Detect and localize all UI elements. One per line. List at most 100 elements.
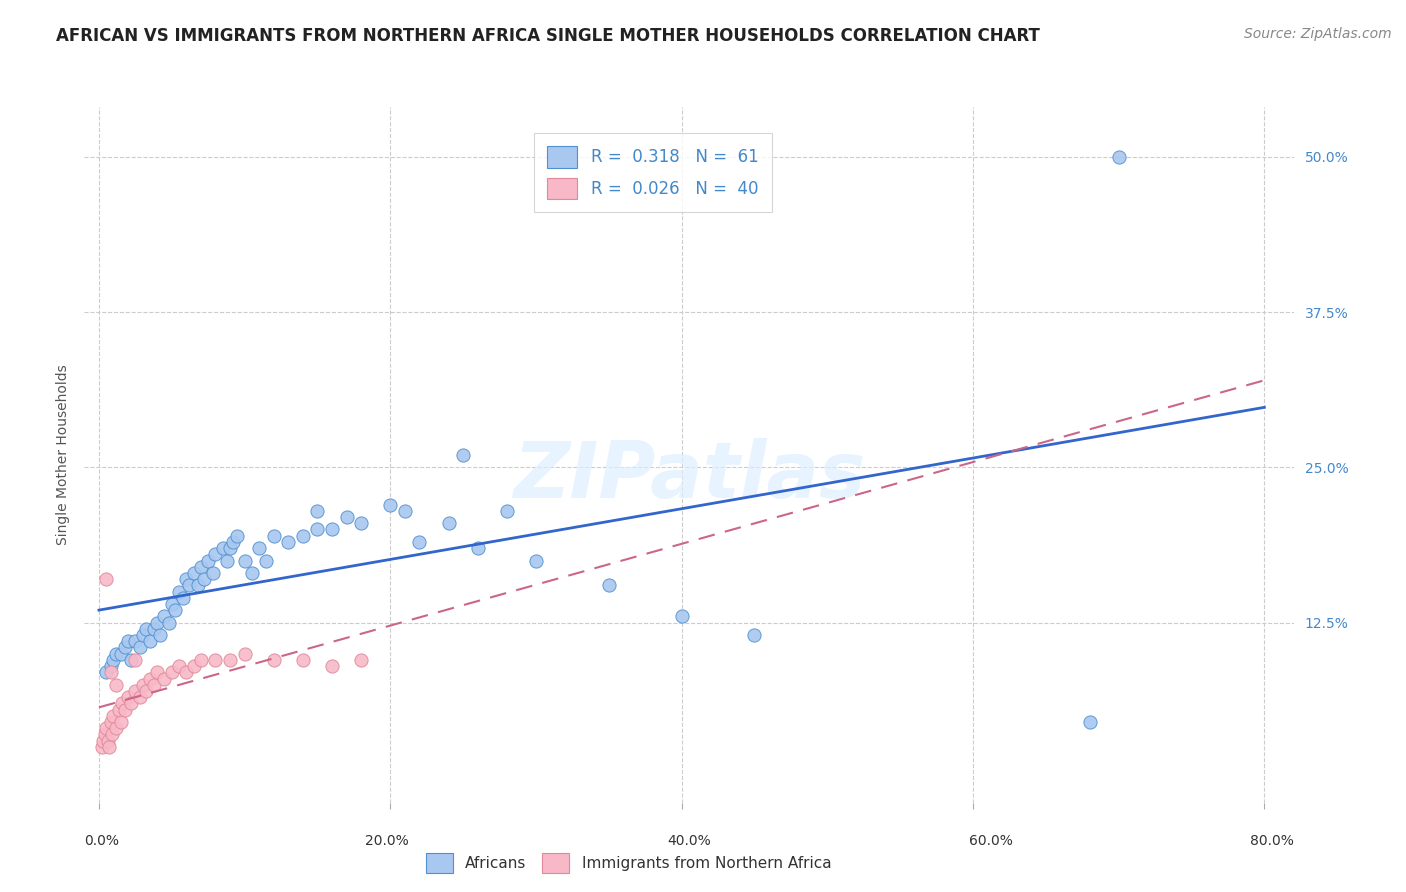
- Point: [336, 510, 359, 524]
- Point: [96, 572, 118, 586]
- Point: [263, 529, 285, 543]
- Legend: Africans, Immigrants from Northern Africa: Africans, Immigrants from Northern Afric…: [419, 847, 838, 879]
- Point: [160, 597, 183, 611]
- Text: 0.0%: 0.0%: [84, 834, 120, 848]
- Point: [167, 659, 190, 673]
- Point: [307, 523, 329, 537]
- Point: [131, 678, 153, 692]
- Point: [117, 690, 139, 705]
- Point: [96, 721, 118, 735]
- Point: [139, 672, 162, 686]
- Point: [131, 628, 153, 642]
- Point: [226, 529, 249, 543]
- Y-axis label: Single Mother Households: Single Mother Households: [56, 365, 70, 545]
- Point: [108, 703, 131, 717]
- Point: [103, 708, 125, 723]
- Point: [111, 697, 134, 711]
- Point: [167, 584, 190, 599]
- Point: [291, 653, 314, 667]
- Point: [146, 615, 169, 630]
- Point: [97, 733, 120, 747]
- Point: [96, 665, 118, 680]
- Point: [110, 647, 132, 661]
- Point: [380, 498, 402, 512]
- Point: [103, 653, 125, 667]
- Point: [240, 566, 263, 580]
- Point: [114, 640, 136, 655]
- Point: [128, 690, 150, 705]
- Point: [671, 609, 693, 624]
- Point: [120, 653, 142, 667]
- Point: [204, 653, 226, 667]
- Point: [190, 559, 212, 574]
- Point: [183, 659, 205, 673]
- Point: [1078, 714, 1101, 729]
- Point: [143, 622, 166, 636]
- Point: [598, 578, 620, 592]
- Point: [124, 653, 146, 667]
- Point: [91, 733, 114, 747]
- Point: [219, 653, 242, 667]
- Point: [219, 541, 242, 555]
- Point: [160, 665, 183, 680]
- Point: [495, 504, 517, 518]
- Point: [100, 659, 122, 673]
- Point: [176, 665, 198, 680]
- Point: [350, 653, 373, 667]
- Point: [114, 703, 136, 717]
- Point: [163, 603, 186, 617]
- Point: [263, 653, 285, 667]
- Point: [135, 684, 157, 698]
- Point: [124, 684, 146, 698]
- Text: 60.0%: 60.0%: [969, 834, 1014, 848]
- Point: [451, 448, 474, 462]
- Point: [105, 678, 128, 692]
- Point: [408, 534, 430, 549]
- Point: [291, 529, 314, 543]
- Point: [1108, 150, 1130, 164]
- Point: [204, 547, 226, 561]
- Point: [139, 634, 162, 648]
- Point: [110, 714, 132, 729]
- Point: [197, 553, 219, 567]
- Text: 40.0%: 40.0%: [666, 834, 711, 848]
- Point: [179, 578, 201, 592]
- Point: [149, 628, 172, 642]
- Point: [256, 553, 278, 567]
- Point: [321, 523, 343, 537]
- Point: [524, 553, 547, 567]
- Point: [211, 541, 233, 555]
- Point: [157, 615, 180, 630]
- Point: [101, 727, 124, 741]
- Point: [394, 504, 416, 518]
- Point: [350, 516, 373, 531]
- Point: [321, 659, 343, 673]
- Point: [172, 591, 194, 605]
- Point: [467, 541, 489, 555]
- Point: [117, 634, 139, 648]
- Text: ZIPatlas: ZIPatlas: [513, 438, 865, 514]
- Point: [124, 634, 146, 648]
- Point: [217, 553, 239, 567]
- Point: [105, 721, 128, 735]
- Point: [247, 541, 270, 555]
- Text: 20.0%: 20.0%: [364, 834, 409, 848]
- Point: [90, 739, 112, 754]
- Point: [193, 572, 215, 586]
- Point: [128, 640, 150, 655]
- Point: [120, 697, 142, 711]
- Point: [105, 647, 128, 661]
- Point: [176, 572, 198, 586]
- Point: [135, 622, 157, 636]
- Point: [233, 553, 256, 567]
- Point: [143, 678, 166, 692]
- Point: [98, 739, 121, 754]
- Point: [201, 566, 224, 580]
- Point: [183, 566, 205, 580]
- Text: 80.0%: 80.0%: [1250, 834, 1294, 848]
- Point: [100, 714, 122, 729]
- Point: [744, 628, 766, 642]
- Point: [222, 534, 245, 549]
- Point: [100, 665, 122, 680]
- Point: [153, 609, 176, 624]
